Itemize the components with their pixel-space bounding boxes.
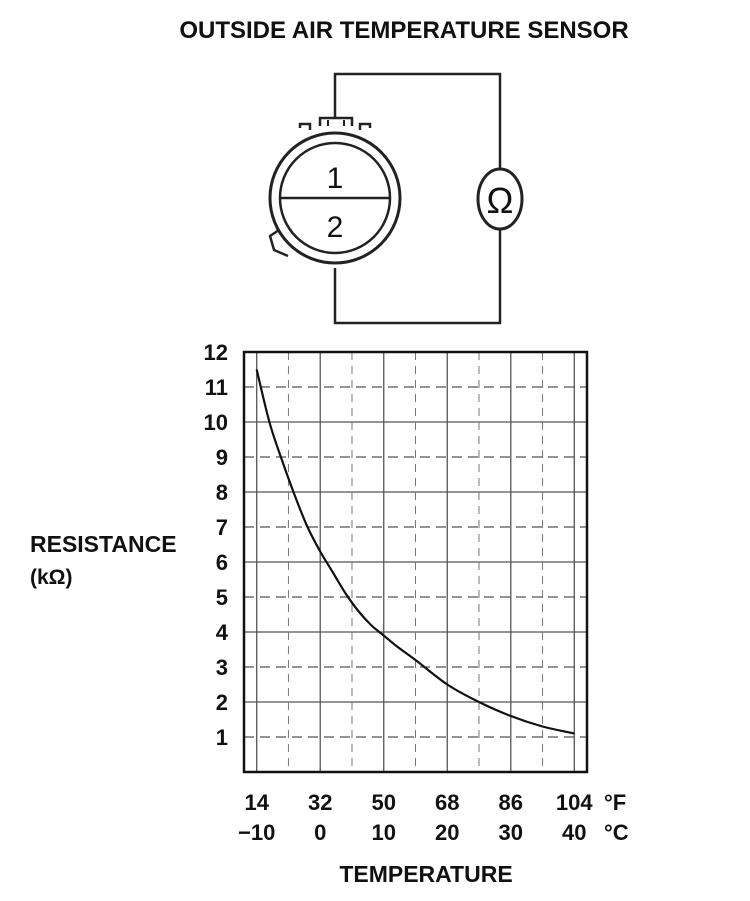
pin-2-label: 2 [327,211,344,244]
y-tick-label: 5 [216,585,228,610]
x-tick-label-celsius: 40 [562,820,586,845]
y-axis-unit: (kΩ) [30,566,73,589]
x-tick-label-celsius: −10 [238,820,275,845]
x-tick-label-fahrenheit: 50 [371,790,395,815]
y-tick-label: 10 [204,410,228,435]
y-tick-label: 1 [216,725,228,750]
y-tick-label: 7 [216,515,228,540]
y-tick-label: 2 [216,690,228,715]
x-unit-celsius: °C [604,820,629,845]
pin-1-label: 1 [327,162,344,195]
lower-wire [333,228,502,325]
y-tick-label: 3 [216,655,228,680]
y-tick-label: 6 [216,550,228,575]
x-tick-label-fahrenheit: 68 [435,790,459,815]
y-tick-label: 8 [216,480,228,505]
upper-wire [333,72,502,170]
x-tick-label-fahrenheit: 86 [499,790,523,815]
x-tick-label-celsius: 10 [371,820,395,845]
x-axis-label: TEMPERATURE [339,861,512,887]
y-tick-label: 4 [216,620,229,645]
circuit-diagram: 1 2 Ω [268,72,524,325]
x-tick-labels: 14 −10 32 0 50 10 68 20 86 30 104 40 [238,790,593,845]
ohmmeter-icon: Ω [476,167,524,231]
ohm-symbol: Ω [487,180,514,221]
grid-lines [244,352,587,772]
x-unit-fahrenheit: °F [604,790,626,815]
figure-title: OUTSIDE AIR TEMPERATURE SENSOR [179,17,628,44]
x-tick-label-celsius: 30 [499,820,523,845]
x-tick-label-fahrenheit: 32 [308,790,332,815]
y-tick-label: 9 [216,445,228,470]
y-axis-label: RESISTANCE [30,531,177,557]
x-tick-label-fahrenheit: 104 [556,790,593,815]
x-tick-label-celsius: 20 [435,820,459,845]
y-tick-label: 11 [205,375,228,400]
round-connector-icon: 1 2 [268,116,402,265]
resistance-curve [255,369,575,735]
y-tick-label: 12 [204,340,228,365]
plot-frame [242,350,589,774]
x-tick-label-celsius: 0 [314,820,326,845]
x-tick-label-fahrenheit: 14 [244,790,269,815]
